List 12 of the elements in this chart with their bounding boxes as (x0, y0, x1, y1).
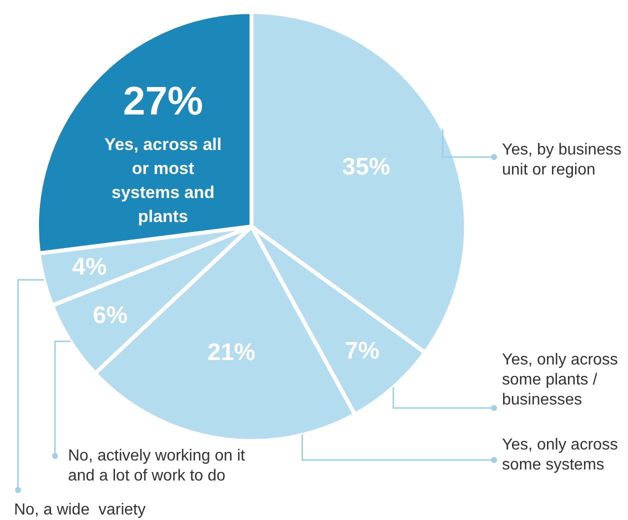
slice-label: Yes, by business unit or region (502, 141, 622, 178)
data-label: 7% (344, 338, 380, 365)
data-label: 21% (207, 339, 256, 366)
data-label: 4% (72, 254, 107, 281)
data-label: 6% (92, 302, 128, 329)
data-label: 27% (122, 80, 204, 124)
slice-label: No, a wide variety (14, 501, 146, 518)
data-label: 35% (342, 154, 390, 181)
slice-label: Yes, across all or most systems and plants (104, 135, 222, 226)
slice-label: Yes, only across some plants / businesses (502, 351, 618, 408)
slice-label: Yes, only across some systems (502, 436, 618, 474)
slice-label: No, actively working on it and a lot of work to do (68, 447, 246, 484)
